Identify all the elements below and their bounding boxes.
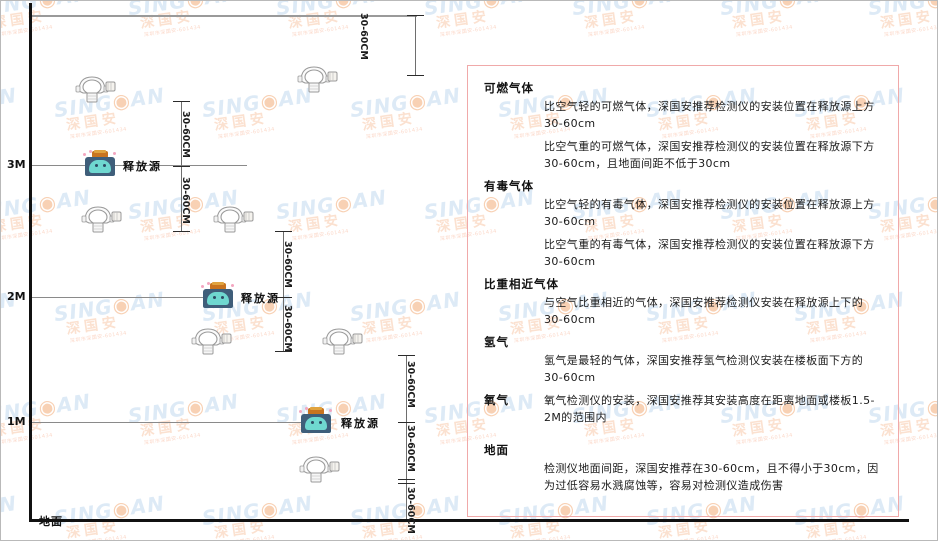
source-eye-right xyxy=(103,164,106,167)
gas-detector-icon xyxy=(71,71,117,105)
source-inner xyxy=(207,292,229,305)
dimension-label: 30-60CM xyxy=(358,13,369,60)
source-eye-left xyxy=(311,421,314,424)
floor-line xyxy=(29,519,909,522)
level-label-1m: 1M xyxy=(7,415,26,428)
wall-left xyxy=(29,3,32,521)
dimension-label: 30-60CM xyxy=(405,425,416,472)
section-paragraph: 与空气比重相近的气体，深国安推荐检测仪安装在释放源上下的30-60cm xyxy=(544,296,864,326)
gas-detector-icon xyxy=(209,201,255,235)
panel-body: 可燃气体 比空气轻的可燃气体，深国安推荐检测仪的安装位置在释放源上方30-60c… xyxy=(468,66,898,494)
source-cap xyxy=(210,283,226,290)
release-source-icon xyxy=(299,407,333,433)
release-source-icon xyxy=(201,282,235,308)
section-oxygen: 氧气 氧气检测仪的安装，深国安推荐其安装高度在距离地面或楼板1.5-2M的范围内 xyxy=(484,392,880,426)
sparkle xyxy=(83,153,86,156)
source-cap-top xyxy=(212,282,224,285)
source-eye-left xyxy=(95,164,98,167)
section-paragraph: 氧气检测仪的安装，深国安推荐其安装高度在距离地面或楼板1.5-2M的范围内 xyxy=(544,394,875,424)
ceiling-line xyxy=(32,15,417,17)
section-paragraph: 比空气轻的有毒气体，深国安推荐检测仪的安装位置在释放源上方30-60cm xyxy=(544,198,875,228)
section-heading: 有毒气体 xyxy=(484,179,534,193)
dimension-tick xyxy=(173,101,190,102)
dimension-label: 30-60CM xyxy=(282,241,293,288)
dimension-tick xyxy=(398,422,415,423)
dimension-tick xyxy=(398,355,415,356)
dimension-tick xyxy=(173,231,190,232)
dimension-line-b xyxy=(415,15,416,75)
dimension-label: 30-60CM xyxy=(180,111,191,158)
sparkle xyxy=(113,152,116,155)
section-heading: 氧气 xyxy=(484,393,509,407)
installation-guidelines-panel: 可燃气体 比空气轻的可燃气体，深国安推荐检测仪的安装位置在释放源上方30-60c… xyxy=(467,65,899,517)
sparkle xyxy=(305,407,308,410)
dimension-tick xyxy=(398,479,415,480)
source-cap xyxy=(308,408,324,415)
gas-detector-icon xyxy=(293,61,339,95)
section-toxic: 有毒气体 比空气轻的有毒气体，深国安推荐检测仪的安装位置在释放源上方30-60c… xyxy=(484,178,880,270)
source-eye-right xyxy=(221,296,224,299)
dimension-line-d xyxy=(406,355,407,519)
release-source-label: 释放源 xyxy=(123,160,162,173)
section-paragraph: 比空气重的有毒气体，深国安推荐检测仪的安装位置在释放源下方30-60cm xyxy=(544,238,875,268)
gas-detector-icon xyxy=(318,323,364,357)
section-heading: 氢气 xyxy=(484,335,509,349)
sparkle xyxy=(231,284,234,287)
sparkle xyxy=(329,409,332,412)
section-paragraph: 检测仪地面间距，深国安推荐在30-60cm，且不得小于30cm，因为过低容易水溅… xyxy=(544,462,879,492)
dimension-label: 30-60CM xyxy=(405,487,416,534)
dimension-label: 30-60CM xyxy=(405,361,416,408)
level-label-2m: 2M xyxy=(7,290,26,303)
section-paragraph: 氢气是最轻的气体，深国安推荐氢气检测仪安装在楼板面下方的30-60cm xyxy=(544,354,864,384)
ground-label: 地面 xyxy=(39,515,63,528)
source-cap-top xyxy=(94,150,106,153)
dimension-tick xyxy=(275,351,292,352)
level-line-3m xyxy=(32,165,247,166)
release-source-icon xyxy=(83,150,117,176)
gas-detector-icon xyxy=(187,323,233,357)
gas-detector-icon xyxy=(77,201,123,235)
source-inner xyxy=(305,417,327,430)
section-flammable: 可燃气体 比空气轻的可燃气体，深国安推荐检测仪的安装位置在释放源上方30-60c… xyxy=(484,80,880,172)
dimension-label: 30-60CM xyxy=(180,177,191,224)
source-inner xyxy=(89,160,111,173)
level-label-3m: 3M xyxy=(7,158,26,171)
section-heading: 地面 xyxy=(484,443,509,457)
section-paragraph: 比空气轻的可燃气体，深国安推荐检测仪的安装位置在释放源上方30-60cm xyxy=(544,100,875,130)
source-eye-right xyxy=(319,421,322,424)
sparkle xyxy=(207,282,210,285)
sparkle xyxy=(201,285,204,288)
sparkle xyxy=(299,410,302,413)
dimension-label: 30-60CM xyxy=(282,305,293,352)
dimension-tick xyxy=(275,297,292,298)
section-ground: 地面 检测仪地面间距，深国安推荐在30-60cm，且不得小于30cm，因为过低容… xyxy=(484,442,880,494)
dimension-tick xyxy=(173,166,190,167)
dimension-tick xyxy=(398,483,415,484)
section-similar-density: 比重相近气体 与空气比重相近的气体，深国安推荐检测仪安装在释放源上下的30-60… xyxy=(484,276,880,328)
dimension-tick xyxy=(407,15,424,16)
release-source-label: 释放源 xyxy=(341,417,380,430)
dimension-tick xyxy=(275,231,292,232)
source-eye-left xyxy=(213,296,216,299)
release-source-label: 释放源 xyxy=(241,292,280,305)
gas-detector-icon xyxy=(295,451,341,485)
level-line-2m xyxy=(32,297,206,298)
sparkle xyxy=(89,150,92,153)
dimension-line-c xyxy=(283,231,284,351)
section-paragraph: 比空气重的可燃气体，深国安推荐检测仪的安装位置在释放源下方30-60cm，且地面… xyxy=(544,140,875,170)
dimension-tick xyxy=(407,75,424,76)
source-cap-top xyxy=(310,407,322,410)
source-cap xyxy=(92,151,108,158)
section-heading: 可燃气体 xyxy=(484,81,534,95)
level-line-1m xyxy=(32,422,302,423)
section-heading: 比重相近气体 xyxy=(484,277,559,291)
section-hydrogen: 氢气 氢气是最轻的气体，深国安推荐氢气检测仪安装在楼板面下方的30-60cm xyxy=(484,334,880,386)
